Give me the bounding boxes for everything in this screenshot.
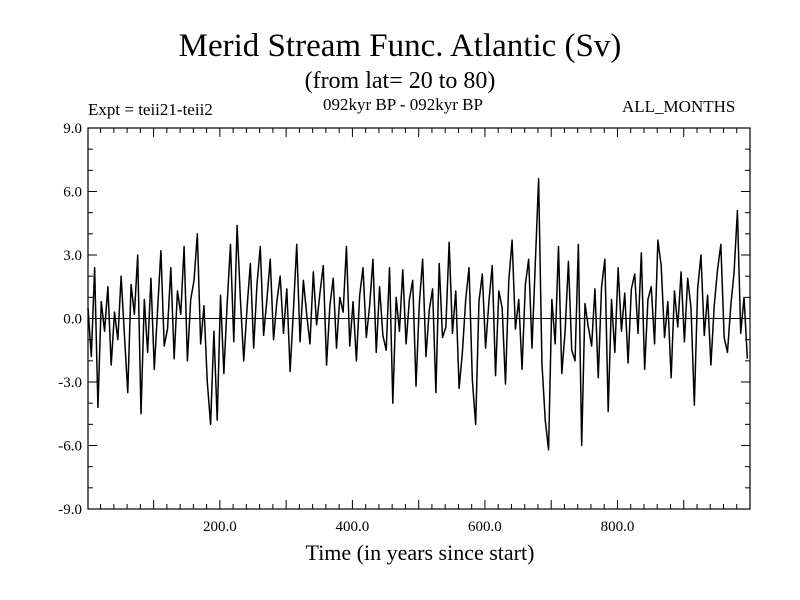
y-tick-label: -6.0	[58, 439, 82, 455]
period-label: 092kyr BP - 092kyr BP	[323, 95, 483, 114]
x-tick-label: 800.0	[601, 519, 635, 535]
x-axis-label: Time (in years since start)	[305, 540, 535, 565]
chart-subtitle: (from lat= 20 to 80)	[304, 68, 496, 94]
experiment-label: Expt = teii21-teii2	[88, 100, 213, 119]
x-tick-label: 200.0	[203, 519, 237, 535]
y-tick-label: 0.0	[63, 312, 82, 328]
y-tick-label: 3.0	[63, 248, 82, 264]
series-line	[87, 178, 749, 451]
months-label: ALL_MONTHS	[622, 97, 736, 116]
chart-title: Merid Stream Func. Atlantic (Sv)	[178, 28, 622, 64]
plot-frame	[87, 127, 751, 510]
x-tick-label: 400.0	[336, 519, 370, 535]
axis-tick-labels: -9.0 -6.0 -3.0 0.0 3.0 6.0 9.0 200.0 400.0 600.0 8…	[58, 121, 634, 535]
y-tick-label: -9.0	[58, 502, 82, 518]
x-tick-label: 600.0	[468, 519, 502, 535]
data-series	[87, 178, 749, 451]
y-tick-label: -3.0	[58, 375, 82, 391]
y-tick-label: 6.0	[63, 185, 82, 201]
axis-ticks	[88, 127, 750, 510]
y-tick-label: 9.0	[63, 121, 82, 137]
